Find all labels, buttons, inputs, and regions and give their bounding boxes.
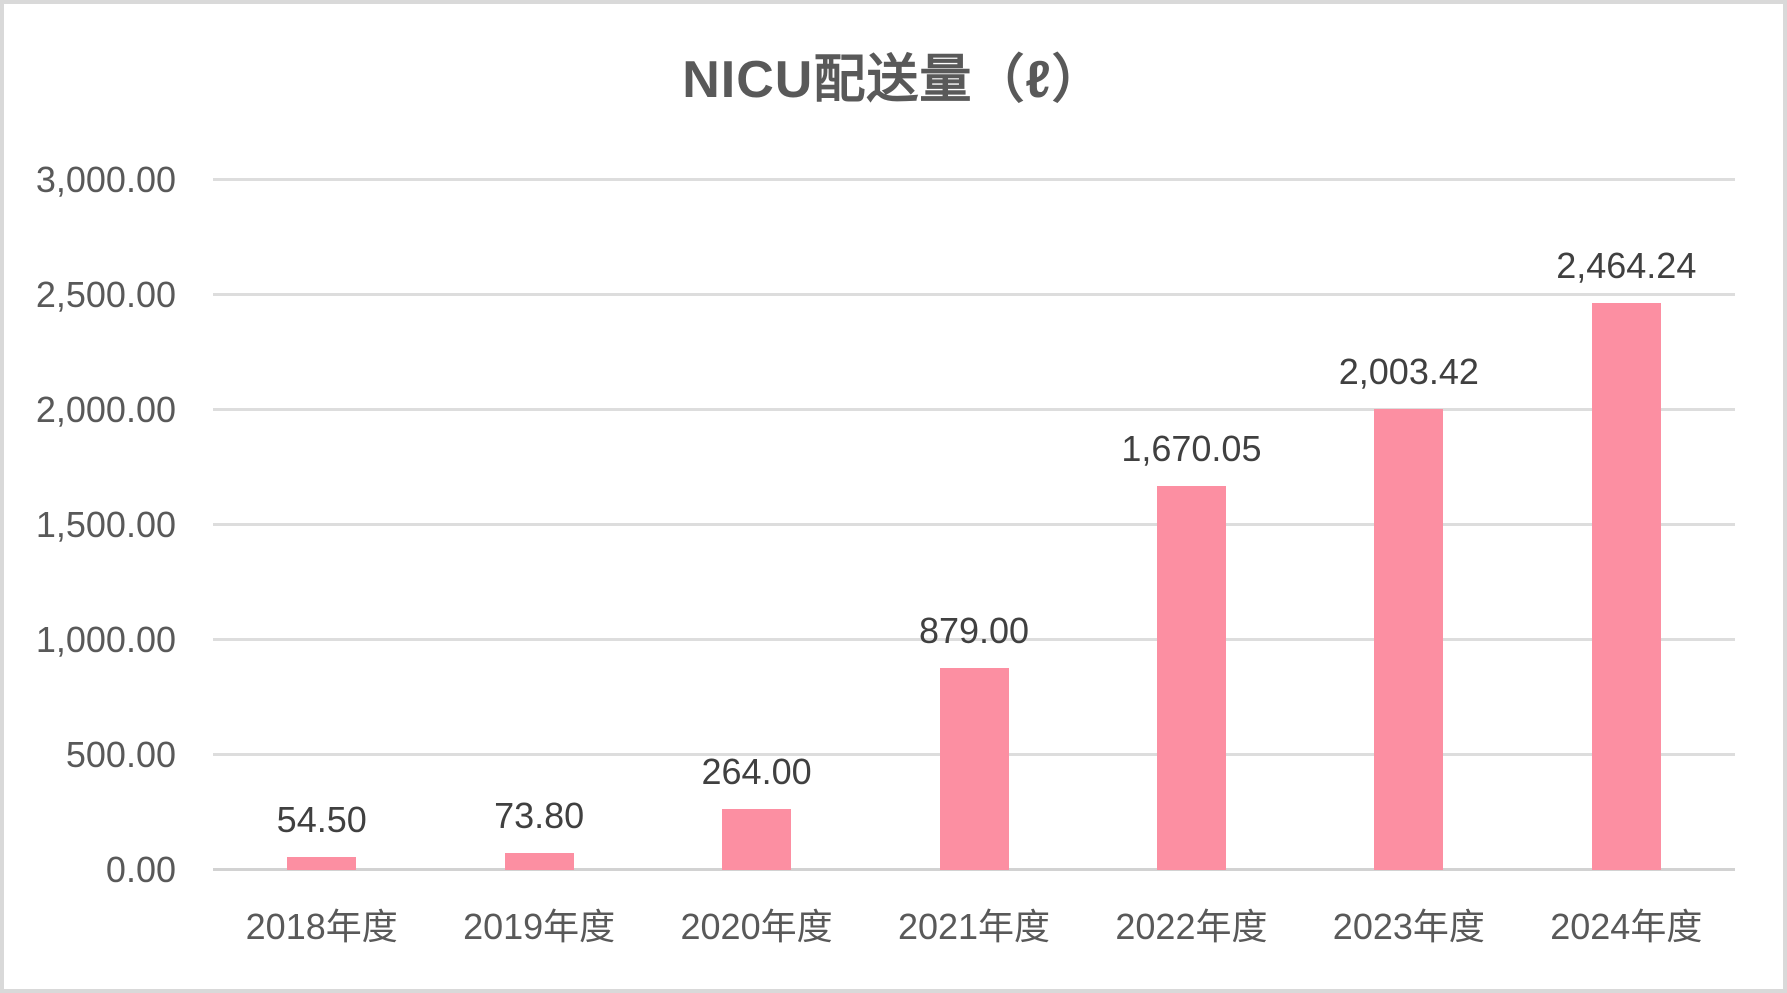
chart-title: NICU配送量（ℓ） bbox=[682, 51, 1105, 109]
data-label: 1,670.05 bbox=[1121, 427, 1262, 469]
data-label: 2,464.24 bbox=[1556, 245, 1697, 287]
data-label: 73.80 bbox=[494, 795, 585, 837]
gridline bbox=[213, 638, 1735, 641]
x-category-label: 2019年度 bbox=[463, 906, 616, 947]
y-tick-label: 1,000.00 bbox=[35, 619, 176, 660]
x-category-label: 2018年度 bbox=[245, 906, 398, 947]
x-category-label: 2022年度 bbox=[1115, 906, 1268, 947]
y-tick-label: 500.00 bbox=[65, 734, 176, 775]
bar-2020年度 bbox=[722, 809, 792, 870]
y-tick-label: 1,500.00 bbox=[35, 504, 176, 545]
bar-2019年度 bbox=[504, 853, 574, 870]
y-tick-label: 2,500.00 bbox=[35, 274, 176, 315]
y-tick-label: 2,000.00 bbox=[35, 389, 176, 430]
plot-area: 54.50 73.80 264.00 879.00 1,670.05 2,003.42 2,… bbox=[213, 178, 1735, 871]
data-label: 264.00 bbox=[701, 751, 812, 793]
x-category-label: 2020年度 bbox=[680, 906, 833, 947]
x-category-label: 2023年度 bbox=[1332, 906, 1485, 947]
gridline bbox=[213, 293, 1735, 296]
data-label: 2,003.42 bbox=[1338, 351, 1479, 393]
gridline bbox=[213, 178, 1735, 181]
bar-2018年度 bbox=[287, 857, 357, 870]
x-category-label: 2024年度 bbox=[1550, 906, 1703, 947]
gridline bbox=[213, 523, 1735, 526]
bar-2022年度 bbox=[1156, 485, 1226, 870]
data-label: 879.00 bbox=[918, 609, 1030, 651]
x-category-label: 2021年度 bbox=[897, 906, 1051, 947]
bar-2023年度 bbox=[1374, 409, 1444, 870]
y-tick-label: 3,000.00 bbox=[35, 159, 176, 200]
data-label: 54.50 bbox=[276, 799, 367, 841]
bar-2024年度 bbox=[1591, 303, 1661, 870]
bar-2021年度 bbox=[939, 667, 1009, 870]
y-tick-label: 0.00 bbox=[105, 849, 176, 890]
gridline bbox=[213, 408, 1735, 411]
